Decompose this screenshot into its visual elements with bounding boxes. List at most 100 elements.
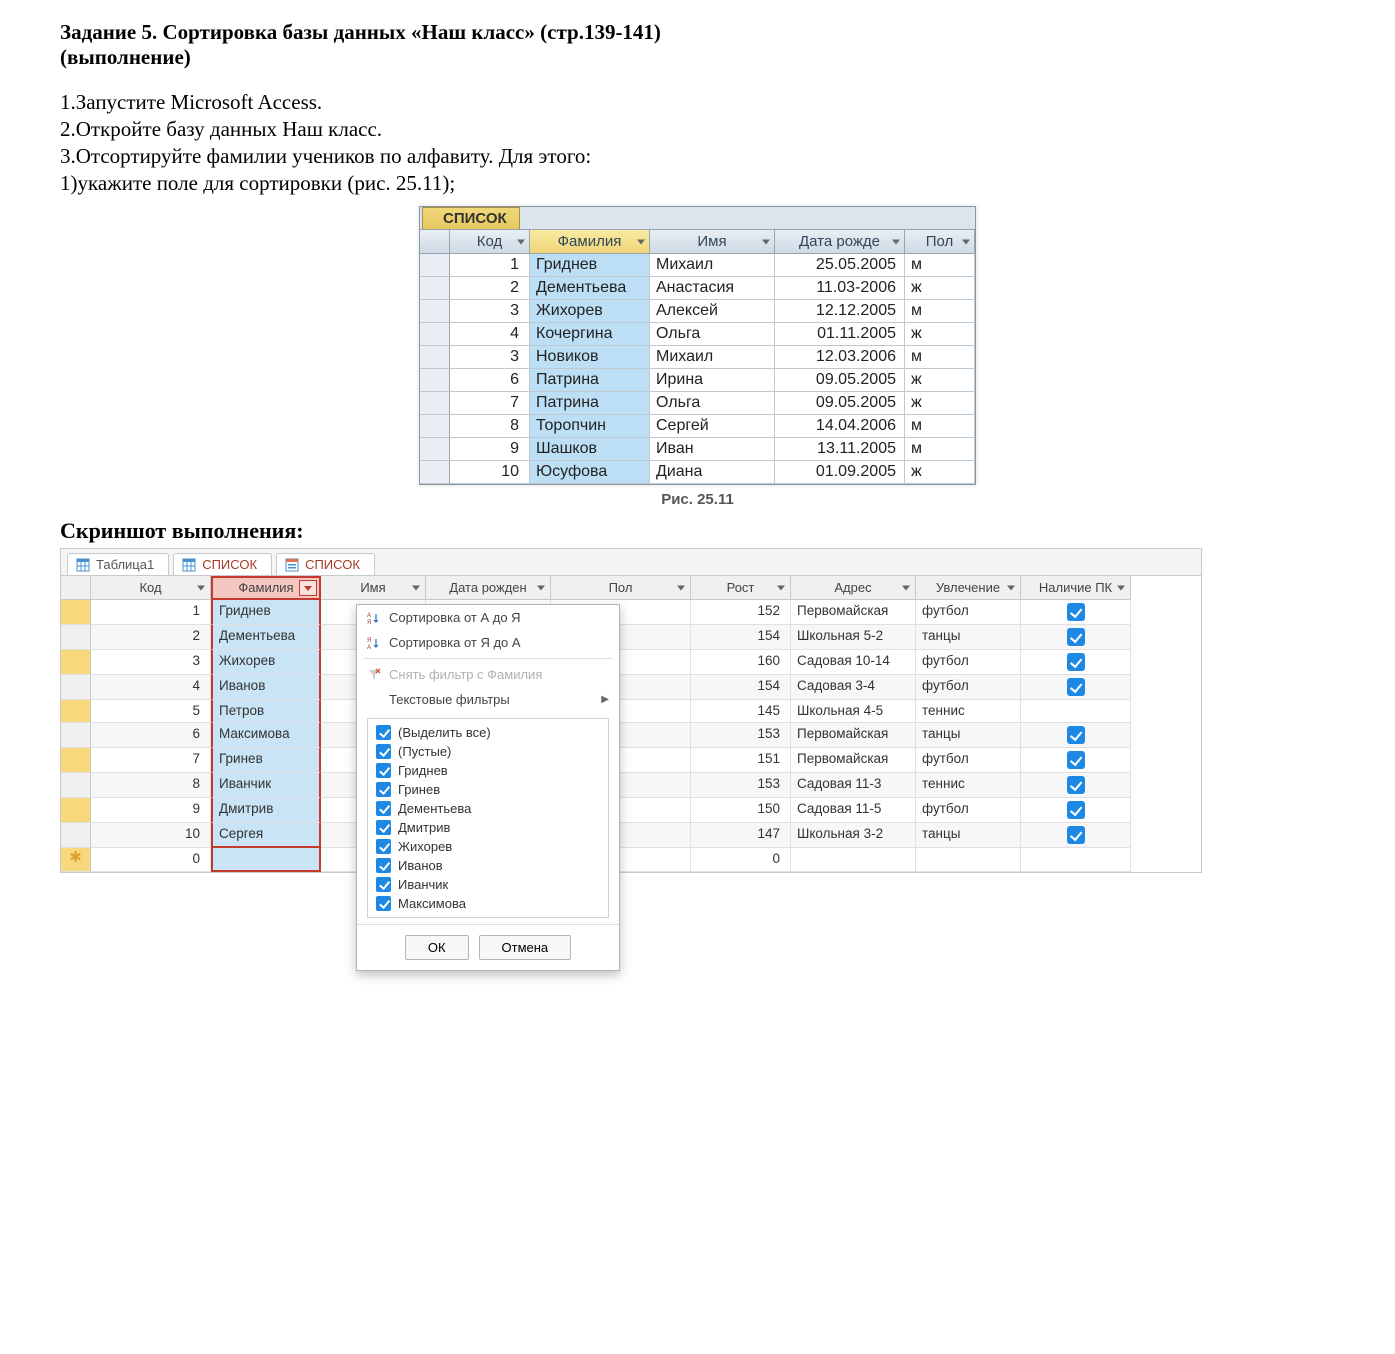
cell[interactable]: 3 xyxy=(450,300,530,323)
cell[interactable]: Новиков xyxy=(530,346,650,369)
cell[interactable]: Диана xyxy=(650,461,775,484)
row-selector[interactable] xyxy=(420,323,450,346)
cell[interactable]: 7 xyxy=(450,392,530,415)
row-selector[interactable] xyxy=(61,675,91,700)
cell[interactable]: Михаил xyxy=(650,254,775,277)
tab-таблица1-0[interactable]: Таблица1 xyxy=(67,553,169,575)
row-selector[interactable] xyxy=(61,798,91,823)
cell[interactable]: Жихорев xyxy=(211,650,321,675)
cell[interactable]: Петров xyxy=(211,700,321,723)
cell[interactable]: 11.03-2006 xyxy=(775,277,905,300)
cell[interactable]: Первомайская xyxy=(791,600,916,625)
cell[interactable]: 01.09.2005 xyxy=(775,461,905,484)
filter-item-Гриднев[interactable]: Гриднев xyxy=(372,761,604,780)
sort-desc-item[interactable]: ЯА Сортировка от Я до А xyxy=(357,630,619,655)
cell[interactable]: 6 xyxy=(91,723,211,748)
checkbox-checked-icon[interactable] xyxy=(1067,628,1085,646)
cell[interactable]: ж xyxy=(905,277,975,300)
column-header-Дата рожден[interactable]: Дата рожден xyxy=(426,576,551,600)
cell[interactable]: 0 xyxy=(91,848,211,872)
cell[interactable]: Школьная 5-2 xyxy=(791,625,916,650)
cell[interactable]: 0 xyxy=(691,848,791,872)
cell[interactable]: 8 xyxy=(450,415,530,438)
cell[interactable]: Гринев xyxy=(211,748,321,773)
cell[interactable]: Садовая 3-4 xyxy=(791,675,916,700)
cell[interactable] xyxy=(1021,600,1131,625)
row-selector[interactable] xyxy=(420,300,450,323)
cancel-button[interactable]: Отмена xyxy=(479,935,572,960)
dropdown-arrow-icon[interactable] xyxy=(902,585,910,590)
cell[interactable]: Кочергина xyxy=(530,323,650,346)
cell[interactable] xyxy=(1021,848,1131,872)
cell[interactable]: 1 xyxy=(91,600,211,625)
cell[interactable]: футбол xyxy=(916,650,1021,675)
column-header-Дата рожде[interactable]: Дата рожде xyxy=(775,230,905,254)
cell[interactable]: футбол xyxy=(916,600,1021,625)
checkbox-checked-icon[interactable] xyxy=(1067,801,1085,819)
cell[interactable] xyxy=(1021,823,1131,848)
cell[interactable] xyxy=(1021,625,1131,650)
filter-item-Дементьева[interactable]: Дементьева xyxy=(372,799,604,818)
cell[interactable]: Юсуфова xyxy=(530,461,650,484)
row-selector[interactable] xyxy=(420,392,450,415)
row-selector[interactable] xyxy=(61,600,91,625)
column-header-Код[interactable]: Код xyxy=(91,576,211,600)
row-selector[interactable] xyxy=(420,254,450,277)
cell[interactable]: ж xyxy=(905,392,975,415)
cell[interactable]: Иванчик xyxy=(211,773,321,798)
cell[interactable]: 3 xyxy=(450,346,530,369)
cell[interactable]: 4 xyxy=(450,323,530,346)
row-selector[interactable] xyxy=(420,369,450,392)
filter-item-Дмитрив[interactable]: Дмитрив xyxy=(372,818,604,837)
new-row-selector[interactable]: ✱ xyxy=(61,848,91,872)
tab-список-2[interactable]: СПИСОК xyxy=(276,553,375,575)
column-header-Пол[interactable]: Пол xyxy=(551,576,691,600)
filter-item-Иванов[interactable]: Иванов xyxy=(372,856,604,875)
row-selector[interactable] xyxy=(420,346,450,369)
row-selector-header[interactable] xyxy=(61,576,91,600)
cell[interactable]: 13.11.2005 xyxy=(775,438,905,461)
cell[interactable]: Дмитрив xyxy=(211,798,321,823)
filter-empties[interactable]: (Пустые) xyxy=(372,742,604,761)
cell[interactable]: 12.03.2006 xyxy=(775,346,905,369)
dropdown-arrow-icon[interactable] xyxy=(777,585,785,590)
ok-button[interactable]: ОК xyxy=(405,935,469,960)
cell[interactable]: 151 xyxy=(691,748,791,773)
row-selector[interactable] xyxy=(61,723,91,748)
row-selector-header[interactable] xyxy=(420,230,450,254)
cell[interactable]: футбол xyxy=(916,748,1021,773)
cell[interactable]: м xyxy=(905,415,975,438)
column-header-Фамилия[interactable]: Фамилия xyxy=(211,576,321,600)
cell[interactable]: 153 xyxy=(691,723,791,748)
filter-value-list[interactable]: (Выделить все)(Пустые)ГридневГриневДемен… xyxy=(367,718,609,918)
cell[interactable] xyxy=(916,848,1021,872)
cell[interactable] xyxy=(1021,675,1131,700)
cell[interactable]: 2 xyxy=(450,277,530,300)
cell[interactable]: ж xyxy=(905,461,975,484)
cell[interactable]: Сергей xyxy=(650,415,775,438)
filter-item-Гринев[interactable]: Гринев xyxy=(372,780,604,799)
column-header-Имя[interactable]: Имя xyxy=(650,230,775,254)
cell[interactable]: Садовая 10-14 xyxy=(791,650,916,675)
row-selector[interactable] xyxy=(61,748,91,773)
cell[interactable]: Гриднев xyxy=(211,600,321,625)
row-selector[interactable] xyxy=(61,773,91,798)
checkbox-checked-icon[interactable] xyxy=(1067,826,1085,844)
cell[interactable]: 160 xyxy=(691,650,791,675)
cell[interactable] xyxy=(1021,798,1131,823)
column-header-Наличие ПК[interactable]: Наличие ПК xyxy=(1021,576,1131,600)
cell[interactable] xyxy=(1021,748,1131,773)
cell[interactable]: футбол xyxy=(916,675,1021,700)
cell[interactable]: футбол xyxy=(916,798,1021,823)
cell[interactable]: танцы xyxy=(916,625,1021,650)
cell[interactable]: Шашков xyxy=(530,438,650,461)
cell[interactable]: Анастасия xyxy=(650,277,775,300)
cell[interactable]: 4 xyxy=(91,675,211,700)
row-selector[interactable] xyxy=(61,650,91,675)
dropdown-arrow-icon[interactable] xyxy=(412,585,420,590)
cell[interactable]: Алексей xyxy=(650,300,775,323)
row-selector[interactable] xyxy=(420,438,450,461)
cell[interactable]: ж xyxy=(905,323,975,346)
cell[interactable]: Гриднев xyxy=(530,254,650,277)
checkbox-checked-icon[interactable] xyxy=(1067,726,1085,744)
